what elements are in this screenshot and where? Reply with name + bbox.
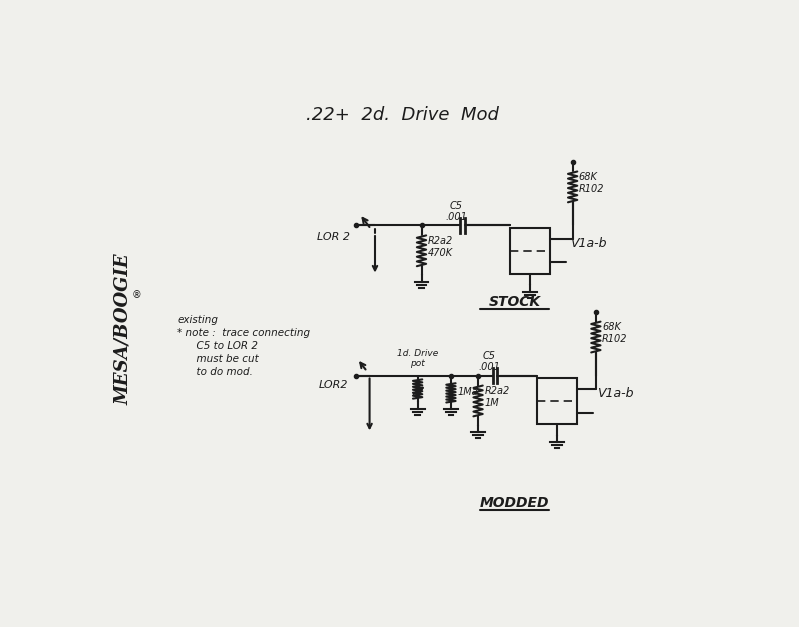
Text: existing: existing [177,315,218,325]
Text: MESA/BOOGIE: MESA/BOOGIE [114,253,132,405]
Text: to do mod.: to do mod. [177,367,253,377]
Text: LOR 2: LOR 2 [317,232,350,242]
Text: MODDED: MODDED [479,497,549,510]
Bar [510,228,551,274]
Text: LOR2: LOR2 [318,380,348,390]
Text: V1a-b: V1a-b [597,387,633,400]
Text: 1d. Drive
pot: 1d. Drive pot [397,349,438,368]
Text: R2a2
470K: R2a2 470K [427,236,453,258]
Text: V1a-b: V1a-b [570,236,606,250]
Text: ®: ® [131,290,141,300]
Text: C5
.001: C5 .001 [478,351,500,372]
Text: R2a2
1M: R2a2 1M [484,386,510,408]
Text: 68K
R102: 68K R102 [602,322,627,344]
Text: 68K
R102: 68K R102 [578,172,604,194]
Text: C5
.001: C5 .001 [445,201,467,223]
Text: * note :  trace connecting: * note : trace connecting [177,328,311,338]
Text: STOCK: STOCK [488,295,541,309]
Text: .22+  2d.  Drive  Mod: .22+ 2d. Drive Mod [306,107,499,124]
Text: 1Ma: 1Ma [457,387,478,398]
Text: must be cut: must be cut [177,354,259,364]
Bar [537,378,577,424]
Text: C5 to LOR 2: C5 to LOR 2 [177,341,258,351]
